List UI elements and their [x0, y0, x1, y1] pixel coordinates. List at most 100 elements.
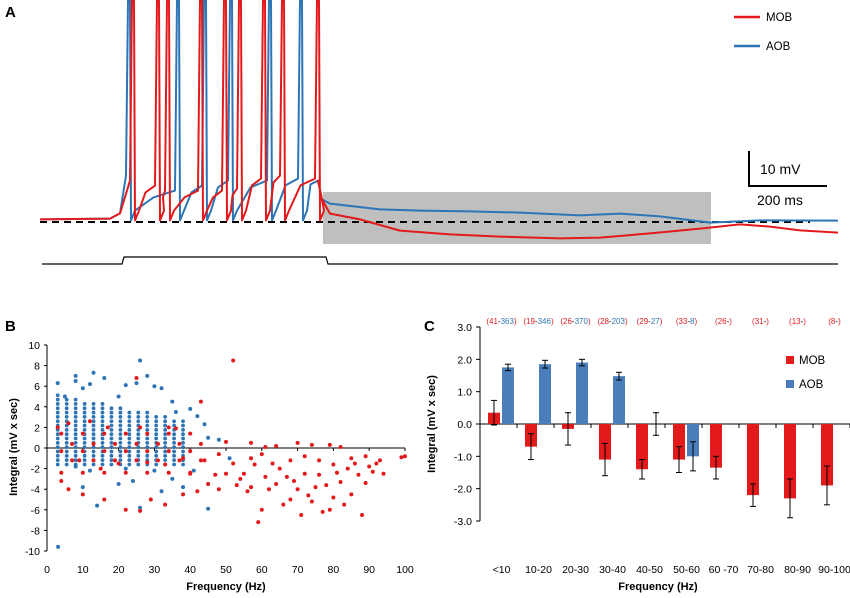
scatter-point-aob [191, 468, 196, 473]
scatter-point-aob [91, 370, 96, 375]
scale-voltage-label: 10 mV [760, 161, 801, 177]
panel-b-scatter-chart: B Integral (mV x sec) Frequency (Hz) 10 8… [5, 318, 414, 593]
panel-c-legend-mob-label: MOB [799, 355, 826, 367]
scatter-point-aob [136, 432, 141, 437]
scatter-point-aob [82, 419, 87, 424]
scatter-point-mob [145, 460, 150, 465]
scatter-point-mob [195, 489, 200, 494]
scatter-point-mob [231, 461, 236, 466]
panel-c-ytick-label: 0.0 [457, 419, 472, 431]
panel-c-bar-chart: C Integral (mV x sec) Frequency (Hz) 3.0… [424, 317, 850, 593]
panel-c-ytick-label: 1.0 [457, 387, 472, 399]
scatter-point-aob [82, 402, 87, 406]
scatter-point-aob [206, 435, 211, 440]
scatter-point-aob [91, 402, 96, 406]
scatter-point-aob [62, 394, 67, 399]
scatter-point-mob [102, 470, 107, 475]
scatter-point-mob [327, 507, 332, 512]
panel-b-letter: B [5, 318, 16, 335]
panel-c-legend-aob-swatch [786, 380, 794, 388]
scatter-point-mob [263, 474, 268, 479]
panel-b-xlabel: Frequency (Hz) [186, 581, 266, 593]
mob-voltage-trace [39, 0, 839, 240]
scatter-point-aob [91, 436, 96, 441]
analysis-window [323, 192, 711, 244]
scatter-point-aob [145, 419, 150, 424]
scatter-point-mob [302, 454, 307, 459]
scatter-point-mob [231, 358, 236, 363]
scatter-point-mob [295, 440, 300, 445]
scatter-point-mob [59, 470, 64, 475]
scatter-point-aob [163, 458, 168, 463]
scatter-point-aob [95, 503, 100, 508]
scatter-point-aob [154, 432, 159, 437]
scatter-point-aob [82, 410, 87, 415]
scatter-point-aob [127, 440, 132, 445]
bar-mob [673, 424, 685, 460]
scatter-point-aob [91, 445, 96, 450]
scatter-point-aob [55, 440, 60, 445]
scatter-point-aob [127, 423, 132, 428]
scatter-point-aob [181, 462, 185, 467]
scatter-point-mob [338, 444, 343, 449]
scatter-point-aob [163, 419, 168, 424]
panel-c-n-label: (29-27) [637, 317, 663, 326]
scatter-point-aob [154, 423, 159, 428]
panel-c-letter: C [424, 318, 435, 335]
scatter-point-aob [154, 462, 159, 467]
scatter-point-aob [136, 449, 141, 454]
scatter-point-mob [102, 431, 107, 436]
scatter-point-mob [288, 497, 293, 502]
scatter-point-aob [73, 440, 78, 445]
scatter-point-mob [320, 509, 325, 514]
scatter-point-mob [234, 483, 239, 488]
scatter-point-mob [331, 495, 336, 500]
panel-b-xtick-label: 40 [184, 564, 196, 576]
panel-b-xtick-label: 30 [149, 564, 161, 576]
scatter-point-aob [138, 358, 143, 363]
panel-c-n-label: (26-) [715, 317, 732, 326]
scatter-point-mob [59, 431, 64, 436]
panel-c-n-label: (31-) [752, 317, 769, 326]
scatter-point-aob [172, 449, 176, 454]
scatter-point-mob [277, 466, 282, 471]
scatter-point-aob [80, 485, 85, 490]
panel-c-category-label: 30-40 [599, 564, 626, 576]
bar-aob [539, 364, 551, 424]
scatter-point-aob [152, 468, 157, 473]
scatter-point-aob [154, 427, 159, 432]
panel-b-ytick-label: -8 [31, 525, 40, 537]
scatter-point-aob [154, 414, 159, 419]
scatter-point-aob [109, 427, 114, 432]
scatter-point-mob [216, 452, 221, 457]
scatter-point-aob [145, 436, 150, 441]
panel-c-n-labels: (41-363) (19-346) (26-370) (28-203) (29-27) (… [486, 317, 841, 326]
scatter-point-aob [100, 423, 105, 428]
scatter-point-aob [136, 462, 141, 467]
scatter-point-aob [118, 453, 123, 458]
scatter-point-aob [172, 462, 176, 467]
scatter-point-aob [109, 440, 114, 445]
scatter-point-aob [100, 410, 105, 415]
panel-c-n-label: (8-) [828, 317, 841, 326]
scatter-point-mob [105, 425, 110, 430]
scatter-point-aob [227, 456, 232, 461]
scatter-point-mob [123, 507, 128, 512]
scatter-point-mob [166, 449, 171, 454]
scatter-point-aob [109, 449, 114, 454]
scatter-point-aob [145, 423, 150, 428]
scatter-point-aob [73, 453, 78, 458]
scatter-point-aob [64, 397, 69, 402]
scatter-point-mob [213, 472, 218, 477]
scatter-point-aob [206, 506, 211, 511]
scatter-point-aob [55, 449, 60, 454]
scatter-point-aob [172, 453, 176, 458]
scatter-point-aob [82, 440, 87, 445]
scatter-point-mob [206, 482, 211, 487]
scatter-point-aob [163, 414, 168, 419]
scatter-point-aob [109, 414, 114, 419]
scatter-point-mob [292, 478, 297, 483]
scatter-point-mob [145, 431, 150, 436]
scatter-point-aob [82, 445, 87, 450]
scatter-point-aob [152, 384, 157, 389]
